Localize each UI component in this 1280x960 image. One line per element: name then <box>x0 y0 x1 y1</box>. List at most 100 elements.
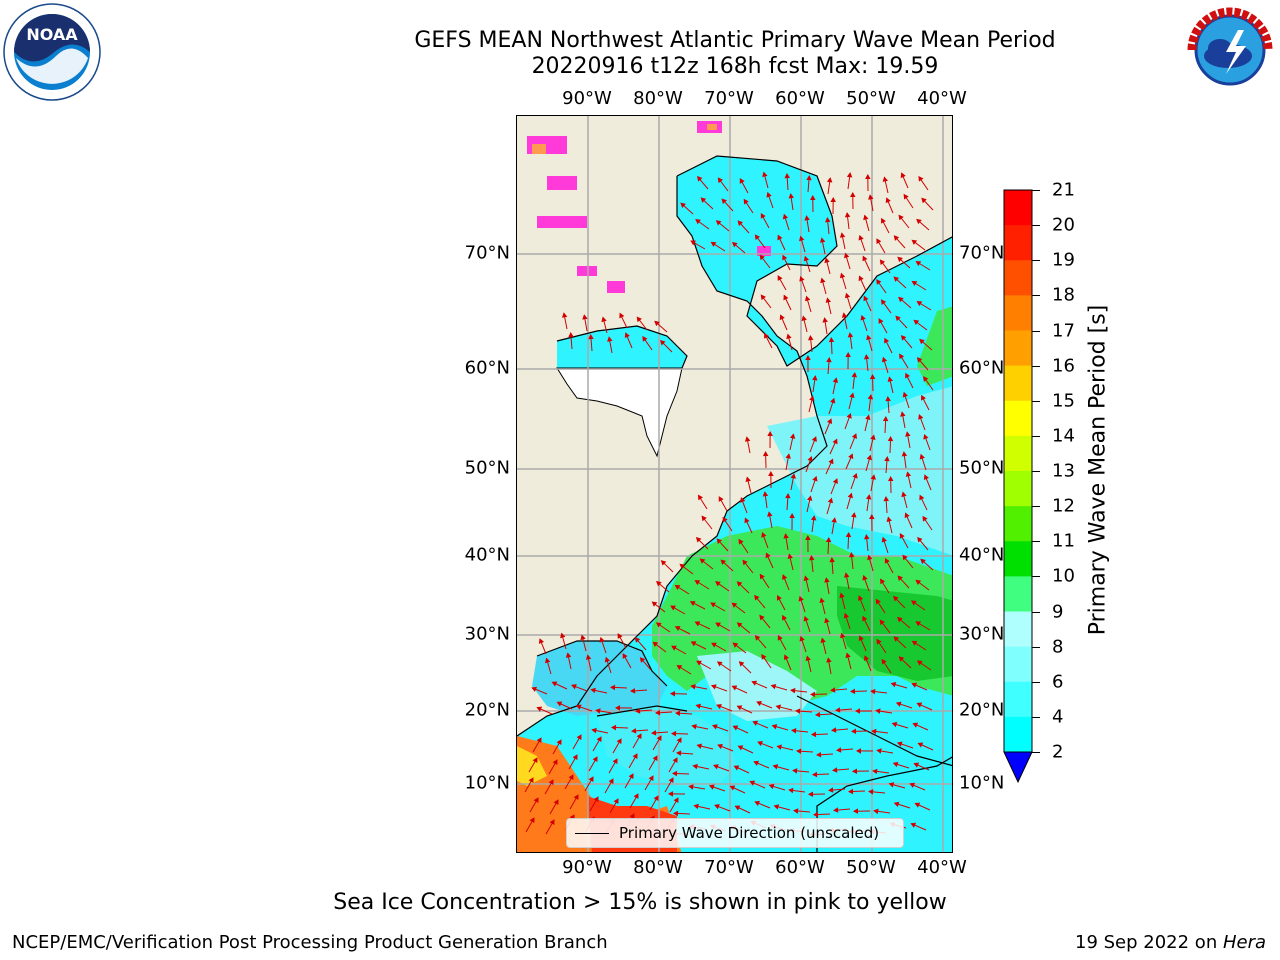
wave-arrow-head <box>783 533 789 539</box>
wave-arrow-head <box>847 492 853 499</box>
wave-arrow-head <box>689 601 696 606</box>
wave-arrow-head <box>875 598 881 605</box>
wave-arrow-head <box>731 685 738 691</box>
wave-arrow-head <box>881 536 887 543</box>
wave-arrow-head <box>826 357 832 363</box>
wave-arrow-head <box>608 778 614 784</box>
wave-arrow-head <box>811 436 817 442</box>
colorbar-tick-mark <box>1032 225 1040 227</box>
wave-arrow-head <box>849 392 855 399</box>
wave-arrow-head <box>892 761 899 768</box>
wave-arrow-head <box>902 391 908 398</box>
wave-arrow-head <box>556 701 563 707</box>
wave-arrow-head <box>843 572 850 578</box>
wave-arrow-head <box>854 708 861 714</box>
wave-arrow-head <box>536 737 542 743</box>
wave-arrow-head <box>699 558 706 564</box>
colorbar-tick-label: 8 <box>1052 636 1064 658</box>
wave-arrow-head <box>863 354 870 360</box>
wave-arrow-head <box>832 438 838 445</box>
wave-arrow-head <box>905 471 912 477</box>
colorbar-tick-mark <box>1032 295 1040 297</box>
wave-arrow-head <box>754 800 760 806</box>
map-legend: Primary Wave Direction (unscaled) <box>566 818 904 848</box>
wave-arrow-head <box>731 602 738 608</box>
wave-arrow-head <box>851 512 857 518</box>
wave-arrow-head <box>732 241 738 248</box>
wave-arrow-head <box>881 217 886 224</box>
wave-arrow-head <box>722 516 728 523</box>
wave-arrow-head <box>849 688 856 695</box>
wave-arrow-head <box>633 793 639 799</box>
wave-arrow-head <box>767 430 773 437</box>
wave-arrow-head <box>801 315 807 321</box>
wave-arrow-head <box>840 632 846 639</box>
colorbar-tick-mark <box>1032 716 1040 718</box>
wave-arrow-head <box>789 433 796 439</box>
colorbar-tick-mark <box>1032 471 1040 472</box>
svg-text:NOAA: NOAA <box>26 25 78 44</box>
wave-arrow-head <box>674 584 681 590</box>
wave-arrow-head <box>923 433 929 440</box>
wave-arrow-head <box>867 554 873 561</box>
wave-arrow-head <box>792 768 798 774</box>
colorbar-swatches <box>1003 189 1033 784</box>
colorbar-band <box>1004 646 1032 683</box>
wave-arrow-head <box>833 807 839 813</box>
colorbar-tick-label: 21 <box>1052 179 1075 201</box>
wave-arrow-head <box>671 770 678 777</box>
lat-tick-left-30n: 30°N <box>464 623 510 645</box>
wave-arrow-head <box>573 794 579 800</box>
wave-arrow-head <box>848 552 855 558</box>
colorbar-band <box>1004 295 1032 331</box>
wave-arrow-head <box>851 433 858 439</box>
wave-arrow-head <box>896 741 903 747</box>
wave-arrow-head <box>771 724 778 730</box>
wave-arrow-head <box>639 657 646 663</box>
wave-arrow-head <box>815 751 822 758</box>
lat-tick-right-40n: 40°N <box>959 544 1005 566</box>
wave-arrow-head <box>655 622 662 628</box>
wave-arrow-head <box>592 756 598 762</box>
wave-arrow-head <box>827 497 834 504</box>
wave-arrow-head <box>862 574 868 581</box>
wave-arrow-head <box>531 686 537 692</box>
wave-arrow-head <box>806 495 813 501</box>
wave-arrow-head <box>711 642 717 648</box>
wave-arrow-head <box>765 552 771 559</box>
wave-arrow-head <box>654 320 660 327</box>
wave-arrow-head <box>910 600 917 606</box>
wave-arrow-head <box>916 660 923 666</box>
wave-arrow-head <box>783 654 789 660</box>
wave-arrow-head <box>831 517 837 523</box>
wave-arrow-head <box>773 804 780 810</box>
lat-tick-right-10n: 10°N <box>959 772 1005 794</box>
wave-arrow-head <box>715 581 721 587</box>
colorbar-tick-mark <box>1032 190 1040 191</box>
wave-arrow-head <box>873 808 879 815</box>
wave-arrow-head <box>716 661 723 667</box>
wave-arrow-head <box>871 728 877 735</box>
wave-arrow-head <box>759 614 765 621</box>
colorbar-tick-label: 2 <box>1052 741 1064 763</box>
wave-arrow-head <box>865 494 872 500</box>
wave-arrow-head <box>841 312 848 318</box>
wave-arrow-head <box>636 733 642 739</box>
wave-arrow-head <box>916 702 923 708</box>
colorbar-tick-label: 18 <box>1052 284 1075 306</box>
wave-arrow-head <box>785 453 791 459</box>
wave-arrow-head <box>826 657 832 663</box>
wave-arrow-head <box>858 635 864 642</box>
wave-arrow-head <box>794 708 801 714</box>
wave-arrow-head <box>743 198 749 205</box>
wave-arrow-head <box>803 575 809 581</box>
wave-arrow-head <box>825 536 832 543</box>
wave-arrow-head <box>879 619 885 626</box>
footer-date-text: 19 Sep 2022 on <box>1075 932 1223 953</box>
wave-arrow-head <box>848 453 854 460</box>
wave-arrow-head <box>830 397 836 404</box>
wave-arrow-head <box>885 197 891 204</box>
wave-arrow-head <box>549 819 555 825</box>
wave-arrow-head <box>710 684 717 690</box>
wave-arrow-head <box>710 602 716 608</box>
